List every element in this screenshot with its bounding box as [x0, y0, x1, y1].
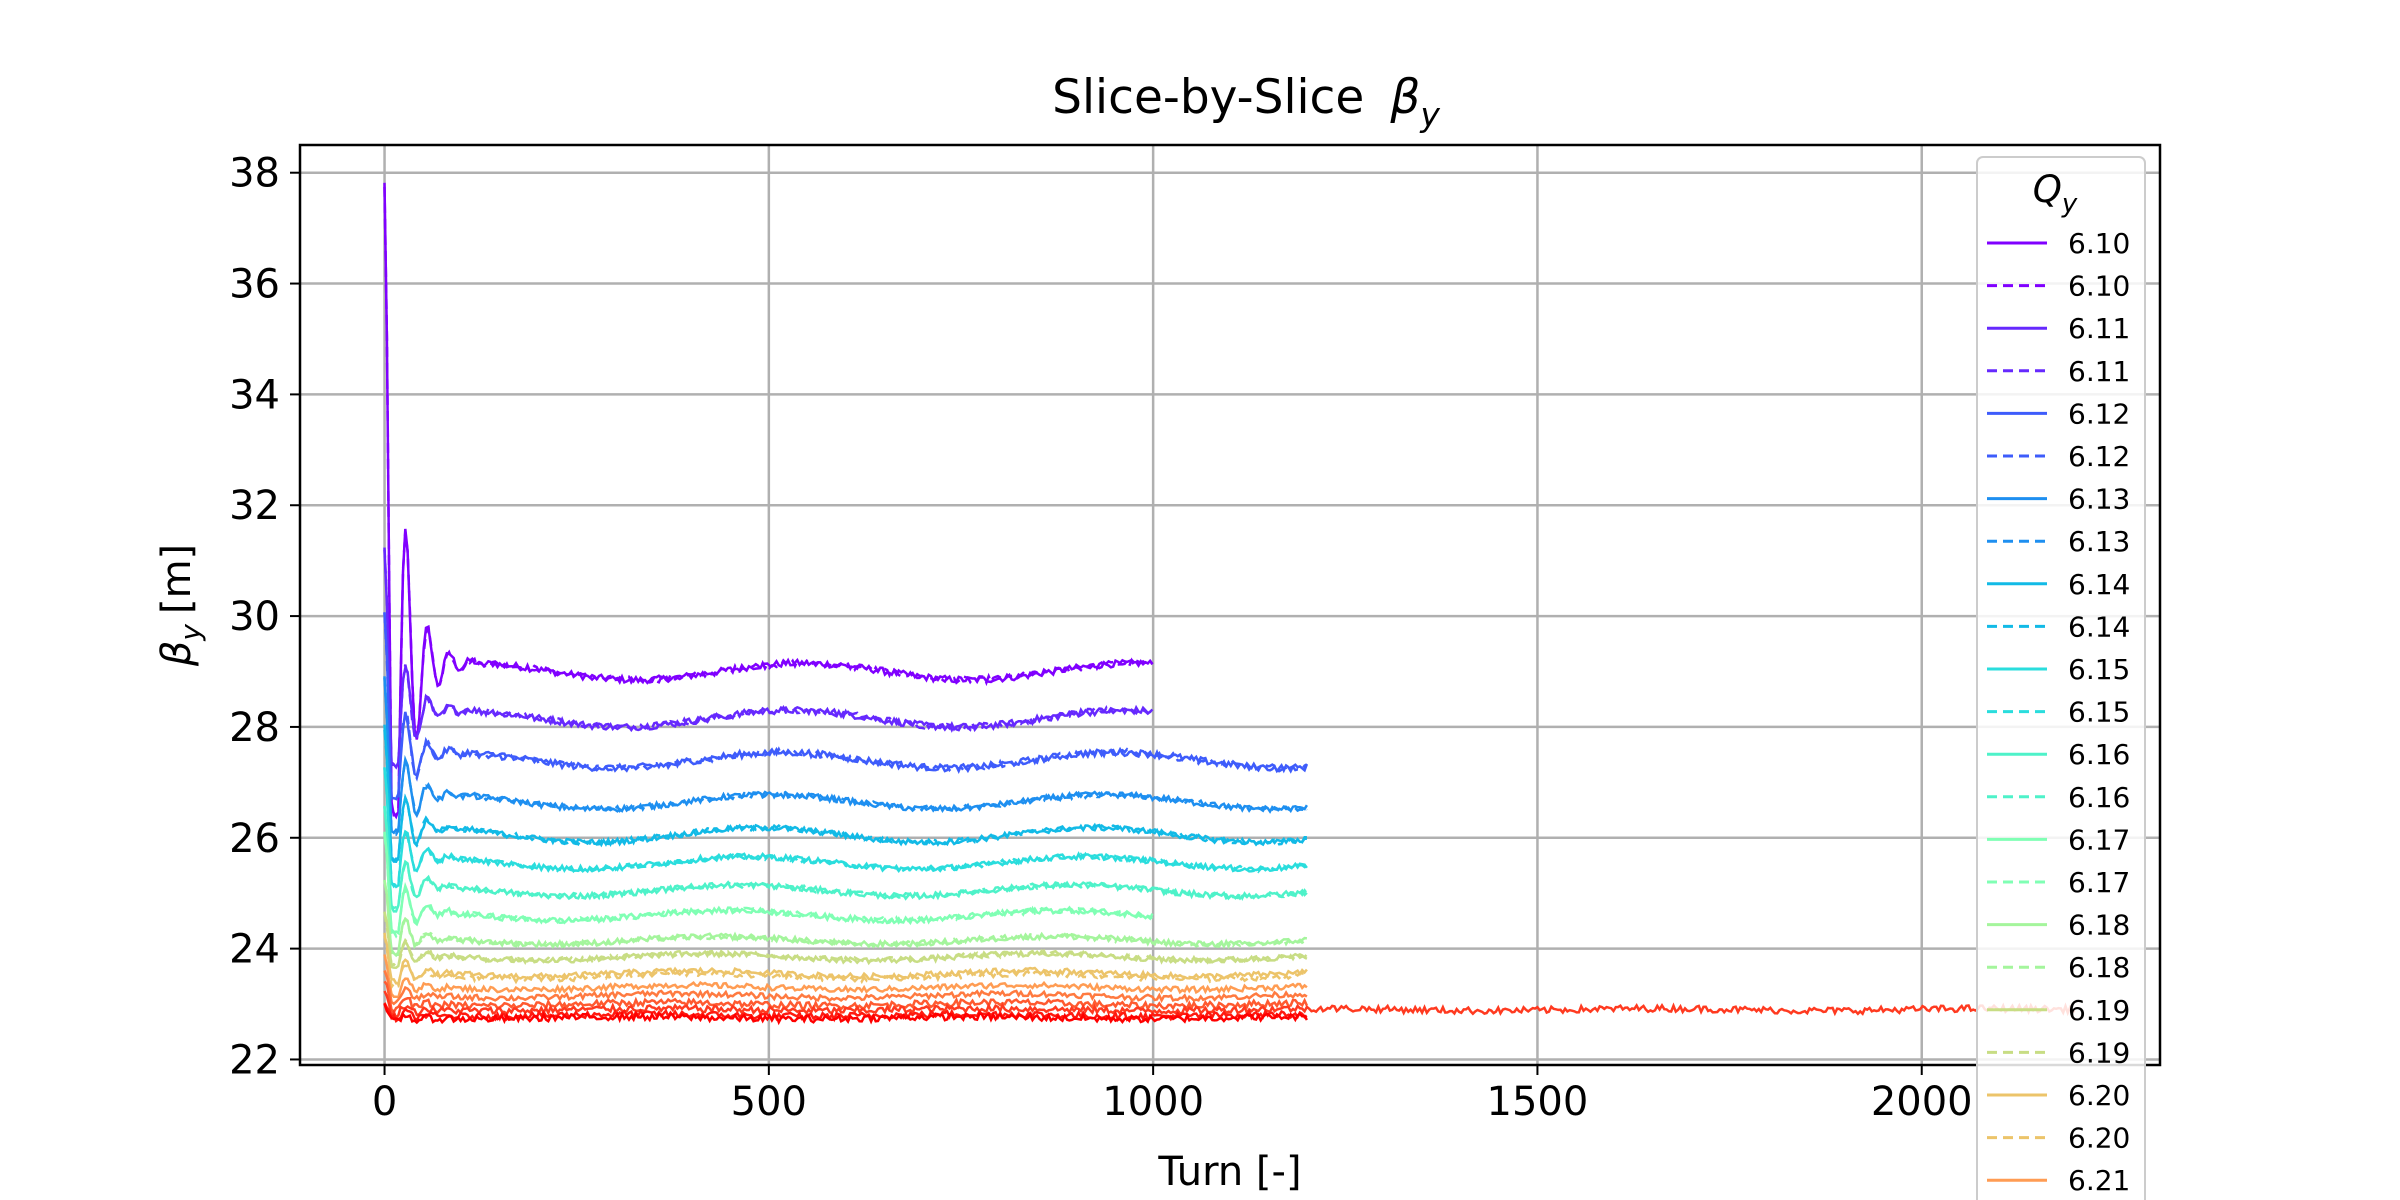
y-axis-label-symbol: β: [154, 641, 200, 668]
legend-label: 6.20: [2068, 1122, 2130, 1155]
x-tick-label: 500: [731, 1079, 807, 1125]
series-line: [383, 911, 1308, 968]
series-line: [383, 1002, 1308, 1024]
series-line: [383, 911, 1308, 969]
legend-label: 6.13: [2068, 483, 2130, 516]
series-line: [383, 612, 1309, 801]
y-tick-label: 22: [229, 1037, 280, 1083]
series-layer: [383, 182, 2076, 1026]
y-axis-label: βy [m]: [154, 544, 207, 667]
x-tick-label: 1500: [1487, 1079, 1589, 1125]
legend-label: 6.18: [2068, 909, 2130, 942]
series-line: [383, 767, 1308, 889]
y-tick-label: 34: [229, 372, 280, 418]
legend-entries: 6.10 6.10 6.11 6.11 6.12 6.12 6.13 6.13 6.14 6.14…: [1987, 227, 2130, 1197]
legend: Qy 6.106.106.116.116.126.126.136.136.146…: [1976, 156, 2146, 1200]
legend-label: 6.12: [2068, 440, 2130, 473]
y-axis-label-sub: y: [174, 624, 207, 642]
series-line: [383, 935, 1308, 985]
legend-label: 6.18: [2068, 951, 2130, 984]
series-line: [383, 880, 1308, 957]
y-tick-label: 36: [229, 262, 280, 308]
chart-title-main: Slice-by-Slice: [1052, 70, 1364, 125]
legend-label: 6.15: [2068, 696, 2130, 729]
series-line: [383, 547, 1153, 767]
series-line: [383, 1003, 1308, 1026]
y-tick-label: 26: [229, 816, 280, 862]
legend-label: 6.15: [2068, 653, 2130, 686]
legend-label: 6.10: [2068, 270, 2130, 303]
legend-label: 6.19: [2068, 994, 2130, 1027]
legend-label: 6.17: [2068, 823, 2130, 856]
legend-label: 6.14: [2068, 568, 2130, 601]
legend-title-symbol: Q: [2033, 168, 2062, 211]
y-tick-label: 32: [229, 483, 280, 529]
legend-label: 6.13: [2068, 525, 2130, 558]
series-line: [383, 186, 1154, 820]
legend-label: 6.16: [2068, 781, 2130, 814]
legend-label: 6.14: [2068, 610, 2130, 643]
chart-title-sub: y: [1419, 95, 1440, 134]
chart-title: Slice-by-Slice βy: [1052, 70, 1440, 134]
grid: [300, 145, 2160, 1065]
series-line: [383, 805, 1308, 910]
series-line: [383, 834, 1154, 939]
y-axis-label-unit: [m]: [154, 544, 200, 614]
series-line: [383, 613, 1308, 800]
legend-label: 6.10: [2068, 227, 2130, 260]
series-line: [383, 768, 1308, 889]
y-tick-label: 28: [229, 705, 280, 751]
x-tick-label: 2000: [1871, 1079, 1973, 1125]
y-tick-label: 38: [229, 151, 280, 197]
series-line: [383, 970, 1308, 1006]
legend-box: [1976, 156, 2146, 1200]
x-axis-label: Turn [-]: [1157, 1149, 1301, 1195]
series-line: [383, 676, 1308, 837]
series-line: [383, 729, 1307, 863]
chart-title-symbol: β: [1389, 70, 1420, 125]
legend-title: Qy: [2033, 168, 2078, 219]
series-line: [383, 954, 1308, 999]
series-line: [383, 678, 1308, 835]
series-line: [383, 724, 1307, 864]
y-tick-label: 24: [229, 927, 280, 973]
x-tick-label: 0: [372, 1079, 397, 1125]
legend-label: 6.20: [2068, 1079, 2130, 1112]
x-tick-label: 1000: [1102, 1079, 1204, 1125]
series-line: [383, 932, 1308, 991]
axes-frame: [298, 143, 2162, 1067]
ticks: 0 500 1000 1500 2000 22 24 26 28 30 32 34 36 38: [229, 151, 1973, 1125]
legend-title-sub: y: [2061, 189, 2078, 219]
legend-label: 6.12: [2068, 397, 2130, 430]
legend-label: 6.19: [2068, 1036, 2130, 1069]
legend-label: 6.11: [2068, 312, 2130, 345]
series-line: [383, 990, 2076, 1021]
legend-label: 6.11: [2068, 355, 2130, 388]
legend-label: 6.17: [2068, 866, 2130, 899]
y-tick-label: 30: [229, 594, 280, 640]
legend-label: 6.16: [2068, 738, 2130, 771]
legend-label: 6.21: [2068, 1164, 2130, 1197]
